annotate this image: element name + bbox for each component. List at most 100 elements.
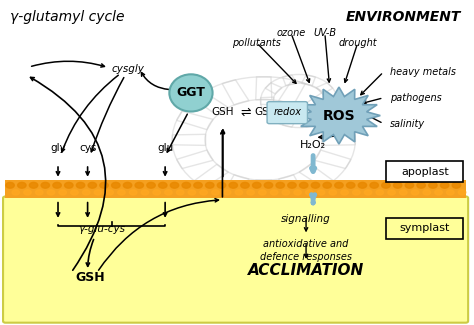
Text: drought: drought [338, 38, 377, 48]
Circle shape [29, 182, 38, 188]
Circle shape [353, 190, 360, 195]
Circle shape [259, 190, 266, 195]
Text: H₂O₂: H₂O₂ [300, 140, 326, 150]
Bar [5, 180, 466, 198]
Circle shape [311, 182, 319, 188]
Circle shape [64, 182, 73, 188]
Circle shape [164, 190, 172, 195]
Circle shape [200, 190, 208, 195]
FancyBboxPatch shape [3, 197, 468, 323]
Text: ROS: ROS [323, 109, 355, 123]
Circle shape [53, 182, 61, 188]
Ellipse shape [169, 74, 212, 111]
Circle shape [129, 190, 137, 195]
Circle shape [423, 190, 430, 195]
Circle shape [346, 182, 355, 188]
Circle shape [123, 182, 132, 188]
Circle shape [317, 190, 325, 195]
Text: cys: cys [79, 143, 96, 153]
Circle shape [88, 182, 97, 188]
Circle shape [206, 182, 214, 188]
Text: GSH: GSH [212, 107, 234, 117]
Circle shape [365, 190, 372, 195]
Circle shape [194, 182, 202, 188]
Circle shape [118, 190, 125, 195]
Circle shape [82, 190, 90, 195]
Circle shape [388, 190, 395, 195]
Text: apoplast: apoplast [401, 166, 449, 176]
Circle shape [241, 182, 249, 188]
Circle shape [253, 182, 261, 188]
Text: γ-glu-cys: γ-glu-cys [78, 224, 125, 234]
Text: GSH: GSH [75, 271, 105, 284]
Text: redox: redox [273, 107, 301, 117]
Circle shape [335, 182, 343, 188]
Circle shape [71, 190, 78, 195]
Text: GGT: GGT [176, 86, 205, 99]
Circle shape [235, 190, 243, 195]
Circle shape [147, 182, 155, 188]
Circle shape [158, 182, 167, 188]
Circle shape [135, 182, 144, 188]
Circle shape [59, 190, 66, 195]
Circle shape [47, 190, 55, 195]
Text: UV-B: UV-B [313, 28, 337, 38]
Circle shape [300, 182, 308, 188]
Text: ACCLIMATION: ACCLIMATION [248, 263, 364, 278]
Circle shape [12, 190, 19, 195]
Circle shape [217, 182, 226, 188]
FancyBboxPatch shape [386, 217, 464, 239]
Circle shape [24, 190, 31, 195]
Text: gly: gly [50, 143, 66, 153]
Circle shape [76, 182, 85, 188]
Text: cysgly: cysgly [111, 64, 144, 74]
FancyBboxPatch shape [386, 161, 464, 182]
Circle shape [294, 190, 301, 195]
Text: glu: glu [157, 143, 173, 153]
Circle shape [400, 190, 407, 195]
Circle shape [417, 182, 425, 188]
Polygon shape [298, 87, 380, 144]
Circle shape [176, 190, 184, 195]
Circle shape [6, 182, 14, 188]
Circle shape [306, 190, 313, 195]
Text: GSSG: GSSG [254, 107, 284, 117]
Circle shape [170, 182, 179, 188]
Circle shape [141, 190, 149, 195]
Text: antioxidative and
defence responses: antioxidative and defence responses [260, 239, 352, 262]
Text: pathogens: pathogens [390, 93, 441, 103]
Text: salinity: salinity [390, 119, 425, 129]
Circle shape [358, 182, 367, 188]
FancyBboxPatch shape [267, 102, 308, 124]
Circle shape [100, 182, 108, 188]
Circle shape [382, 182, 390, 188]
Text: ENVIRONMENT: ENVIRONMENT [346, 10, 461, 24]
Circle shape [94, 190, 102, 195]
Circle shape [153, 190, 160, 195]
Text: signalling: signalling [281, 214, 331, 224]
Circle shape [111, 182, 120, 188]
Circle shape [370, 182, 378, 188]
Circle shape [41, 182, 50, 188]
Circle shape [211, 190, 219, 195]
Circle shape [223, 190, 231, 195]
Circle shape [458, 190, 466, 195]
Text: symplast: symplast [400, 223, 450, 233]
Circle shape [411, 190, 419, 195]
Circle shape [376, 190, 383, 195]
Text: ozone: ozone [276, 28, 306, 38]
Circle shape [276, 182, 284, 188]
Text: γ-glutamyl cycle: γ-glutamyl cycle [10, 10, 125, 24]
Circle shape [323, 182, 331, 188]
Circle shape [36, 190, 43, 195]
Circle shape [447, 190, 454, 195]
Circle shape [229, 182, 237, 188]
Circle shape [329, 190, 337, 195]
Text: ⇌: ⇌ [240, 106, 251, 119]
Circle shape [182, 182, 191, 188]
Text: pollutants: pollutants [232, 38, 281, 48]
Circle shape [106, 190, 113, 195]
Circle shape [282, 190, 290, 195]
Circle shape [288, 182, 296, 188]
Circle shape [188, 190, 196, 195]
